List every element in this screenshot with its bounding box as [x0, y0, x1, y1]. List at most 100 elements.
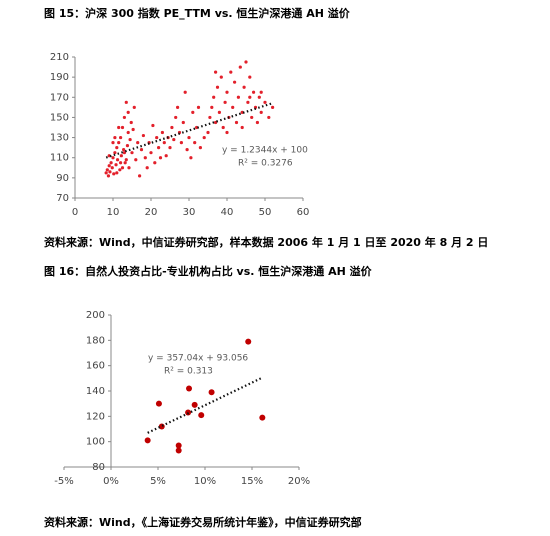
data-point: [198, 146, 202, 150]
data-point: [217, 110, 221, 114]
data-point: [157, 146, 161, 150]
x-tick-label: 20: [145, 207, 158, 218]
y-tick-label: 180: [86, 335, 105, 346]
data-point: [132, 105, 136, 109]
data-point: [202, 135, 206, 140]
data-point: [189, 156, 193, 160]
y-tick-label: 140: [86, 386, 105, 397]
y-tick-label: 130: [50, 133, 69, 144]
y-tick-label: 90: [56, 173, 69, 184]
x-tick-label: 15%: [241, 476, 263, 487]
data-point: [248, 75, 252, 79]
data-point: [141, 133, 145, 138]
data-point: [176, 105, 180, 109]
data-point: [122, 115, 126, 120]
data-point: [105, 168, 109, 172]
data-point: [233, 80, 237, 84]
data-point: [144, 437, 151, 444]
x-tick-label: 10%: [194, 476, 216, 487]
data-point: [115, 171, 119, 175]
data-point: [111, 156, 115, 160]
data-point: [113, 151, 117, 155]
y-tick-label: 110: [50, 153, 69, 164]
data-point: [107, 154, 111, 158]
data-point: [271, 105, 275, 109]
data-point: [117, 125, 121, 130]
annotation: R² = 0.3276: [238, 159, 293, 169]
data-point: [107, 164, 111, 168]
x-tick-label: 60: [297, 207, 310, 218]
y-tick-label: 200: [86, 310, 105, 321]
data-point: [129, 120, 133, 125]
figure-caption: 图 15：沪深 300 指数 PE_TTM vs. 恒生沪深港通 AH 溢价: [44, 6, 351, 20]
data-point: [118, 168, 122, 172]
annotation: y = 357.04x + 93.056: [148, 354, 248, 364]
data-point: [149, 151, 153, 155]
data-point: [234, 120, 239, 125]
data-point: [110, 166, 114, 170]
data-point: [155, 400, 162, 407]
trendline: [105, 102, 273, 159]
data-point: [185, 148, 189, 152]
data-point: [172, 137, 176, 142]
data-point: [128, 137, 132, 142]
data-point: [120, 166, 125, 170]
annotation: y = 1.2344x + 100: [222, 146, 308, 156]
data-point: [238, 65, 242, 69]
data-point: [187, 135, 191, 140]
data-point: [219, 75, 223, 79]
y-tick-label: 100: [86, 437, 105, 448]
data-point: [175, 447, 182, 454]
data-point: [138, 174, 142, 178]
data-point: [174, 115, 178, 120]
data-point: [191, 401, 198, 408]
x-tick-label: 50: [259, 207, 272, 218]
data-point: [259, 414, 266, 421]
source-note: 资料来源：Wind，《上海证券交易所统计年鉴》，中信证券研究部: [44, 515, 362, 529]
data-point: [208, 115, 212, 120]
x-tick-label: -5%: [54, 476, 73, 487]
data-point: [225, 130, 229, 135]
y-tick-label: 160: [86, 361, 105, 372]
data-point: [127, 166, 131, 170]
data-point: [114, 163, 118, 167]
x-tick-label: 0: [72, 207, 78, 218]
data-point: [267, 115, 271, 120]
data-point: [248, 95, 252, 99]
data-point: [259, 110, 263, 114]
data-point: [131, 127, 135, 132]
data-point: [206, 130, 210, 135]
data-point: [112, 172, 116, 176]
data-point: [115, 146, 119, 150]
data-point: [175, 442, 182, 449]
data-point: [186, 385, 193, 392]
trendline: [147, 376, 263, 434]
data-point: [250, 115, 254, 120]
data-point: [246, 100, 250, 104]
data-point: [115, 158, 120, 162]
data-point: [245, 338, 252, 345]
figure-caption: 图 16：自然人投资占比-专业机构占比 vs. 恒生沪深港通 AH 溢价: [44, 264, 373, 278]
data-point: [158, 156, 163, 160]
data-point: [113, 135, 117, 140]
data-point: [119, 154, 123, 158]
data-point: [122, 151, 126, 155]
data-point: [214, 120, 218, 125]
data-point: [117, 141, 121, 145]
data-point: [214, 70, 218, 74]
data-point: [120, 125, 125, 130]
data-point: [198, 412, 205, 419]
data-point: [130, 151, 134, 155]
data-point: [255, 120, 259, 125]
data-point: [179, 141, 183, 145]
data-point: [122, 148, 126, 152]
data-point: [126, 110, 130, 114]
data-point: [183, 90, 187, 94]
data-point: [136, 141, 140, 145]
data-point: [111, 141, 115, 145]
data-point: [134, 158, 138, 162]
data-point: [223, 100, 227, 104]
data-point: [196, 105, 201, 109]
data-point: [210, 105, 214, 109]
